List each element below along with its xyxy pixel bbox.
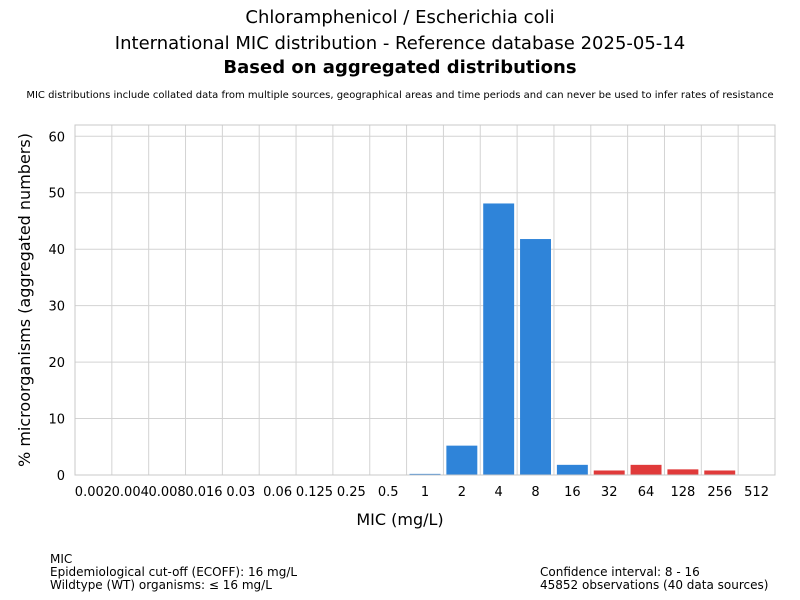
x-tick-label: 0.016: [185, 485, 222, 500]
y-tick-label: 10: [48, 413, 65, 428]
footer-wildtype: Wildtype (WT) organisms: ≤ 16 mg/L: [50, 578, 272, 592]
x-tick-label: 4: [495, 485, 503, 500]
x-axis-label: MIC (mg/L): [356, 510, 443, 529]
bar-mic-2: [446, 445, 478, 475]
x-tick-label: 0.06: [263, 485, 292, 500]
y-tick-label: 40: [48, 243, 65, 258]
x-tick-label: 2: [458, 485, 466, 500]
footer-right: Confidence interval: 8 - 16 45852 observ…: [540, 566, 768, 592]
bar-mic-32: [593, 470, 625, 475]
x-tick-label: 0.002: [75, 485, 112, 500]
bar-mic-256: [704, 470, 736, 475]
y-tick-label: 0: [57, 469, 65, 484]
bar-mic-64: [630, 464, 662, 475]
y-axis-label: % microorganisms (aggregated numbers): [15, 133, 34, 467]
footer-observations: 45852 observations (40 data sources): [540, 578, 769, 592]
x-tick-label: 64: [638, 485, 655, 500]
y-tick-label: 30: [48, 300, 65, 315]
x-tick-label: 512: [744, 485, 769, 500]
footer-left: MIC Epidemiological cut-off (ECOFF): 16 …: [50, 553, 297, 592]
x-tick-label: 0.008: [148, 485, 185, 500]
x-tick-label: 0.5: [378, 485, 399, 500]
chart-subtitle: MIC distributions include collated data …: [26, 90, 774, 101]
x-tick-label: 128: [670, 485, 695, 500]
chart-title-line2: International MIC distribution - Referen…: [114, 33, 686, 54]
y-tick-label: 20: [48, 356, 65, 371]
x-tick-label: 0.03: [226, 485, 255, 500]
footer-ecoff: Epidemiological cut-off (ECOFF): 16 mg/L: [50, 565, 298, 579]
bar-mic-16: [556, 464, 588, 475]
bar-mic-4: [483, 203, 515, 475]
footer-mic-label: MIC: [50, 552, 73, 566]
chart-title: Chloramphenicol / Escherichia coli: [245, 7, 555, 28]
x-tick-label: 16: [564, 485, 581, 500]
x-tick-label: 0.004: [112, 485, 149, 500]
y-tick-label: 50: [48, 187, 65, 202]
y-tick-label: 60: [48, 130, 65, 145]
bar-mic-1: [409, 473, 441, 475]
footer-confidence-interval: Confidence interval: 8 - 16: [540, 565, 700, 579]
x-tick-label: 1: [421, 485, 429, 500]
bar-mic-8: [520, 239, 551, 475]
plot-area-frame: [74, 124, 776, 476]
x-tick-label: 32: [601, 485, 618, 500]
x-tick-label: 256: [707, 485, 732, 500]
chart-title-line3: Based on aggregated distributions: [223, 57, 577, 78]
bar-mic-128: [667, 469, 699, 475]
x-tick-label: 0.25: [337, 485, 366, 500]
x-tick-label: 0.125: [296, 485, 333, 500]
x-tick-label: 8: [531, 485, 539, 500]
